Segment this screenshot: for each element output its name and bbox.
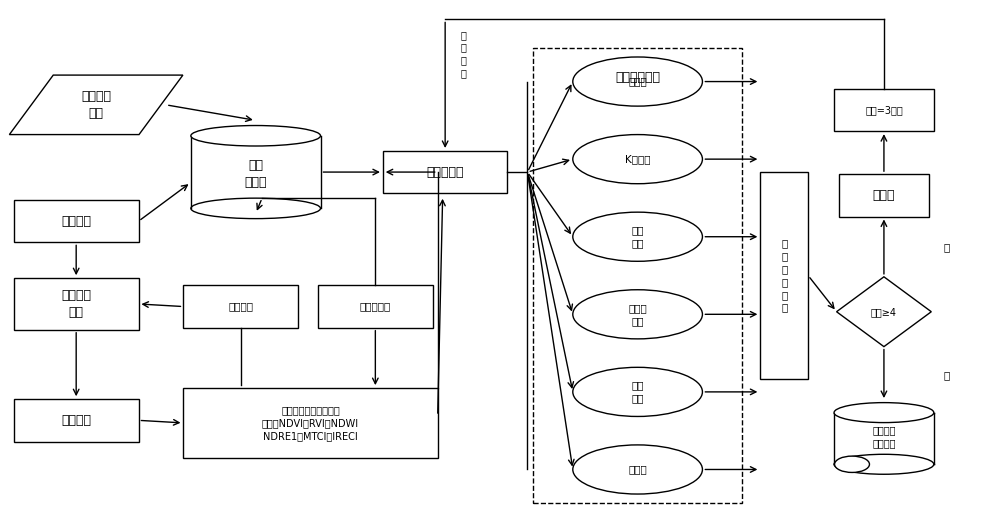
Text: K最邻近: K最邻近 (625, 154, 650, 164)
FancyBboxPatch shape (318, 285, 433, 328)
Text: 地块边界
提取: 地块边界 提取 (61, 289, 91, 319)
FancyBboxPatch shape (183, 388, 438, 458)
FancyBboxPatch shape (760, 172, 808, 379)
Text: 支持向
量机: 支持向 量机 (628, 303, 647, 326)
Text: 输出柑橘
分类结果: 输出柑橘 分类结果 (872, 425, 896, 448)
Text: 地面调查
样本: 地面调查 样本 (81, 90, 111, 120)
Text: 多分类器集成: 多分类器集成 (615, 71, 660, 84)
Polygon shape (837, 277, 931, 347)
Ellipse shape (573, 445, 702, 494)
Text: 纹理与多时序特征计算
纹理、NDVI、RVI、NDWI
NDRE1、MTCI、IRECI: 纹理与多时序特征计算 纹理、NDVI、RVI、NDWI NDRE1、MTCI、I… (262, 405, 359, 441)
Ellipse shape (191, 125, 320, 146)
Ellipse shape (573, 212, 702, 261)
Text: 随机
森林: 随机 森林 (631, 225, 644, 248)
FancyBboxPatch shape (191, 136, 320, 209)
FancyBboxPatch shape (14, 200, 139, 242)
Text: 神经
网络: 神经 网络 (631, 381, 644, 404)
FancyBboxPatch shape (14, 399, 139, 441)
FancyBboxPatch shape (834, 89, 934, 131)
Text: 贝叶斯: 贝叶斯 (628, 464, 647, 474)
Text: 分值=3地块: 分值=3地块 (865, 105, 903, 115)
Ellipse shape (834, 454, 934, 474)
Text: 否: 否 (943, 242, 950, 252)
FancyBboxPatch shape (383, 151, 507, 193)
Text: 决策树: 决策树 (628, 76, 647, 86)
FancyBboxPatch shape (834, 412, 934, 464)
Ellipse shape (573, 290, 702, 339)
Text: 非柑橘: 非柑橘 (873, 189, 895, 202)
Ellipse shape (573, 57, 702, 106)
Text: 二调数据: 二调数据 (228, 302, 253, 311)
Text: 加
权
计
分
评
价: 加 权 计 分 评 价 (781, 239, 787, 313)
FancyBboxPatch shape (183, 285, 298, 328)
Text: 更
新
样
本: 更 新 样 本 (460, 30, 466, 78)
Ellipse shape (835, 456, 869, 473)
Ellipse shape (573, 135, 702, 184)
Text: 中高分影像: 中高分影像 (360, 302, 391, 311)
Text: 分值≥4: 分值≥4 (871, 307, 897, 317)
Ellipse shape (191, 198, 320, 218)
Ellipse shape (834, 402, 934, 423)
Text: 高分影像: 高分影像 (61, 215, 91, 228)
FancyBboxPatch shape (839, 174, 929, 216)
Text: 样本库训练: 样本库训练 (426, 165, 464, 178)
Polygon shape (9, 75, 183, 135)
Text: 地类筛选: 地类筛选 (61, 414, 91, 427)
Ellipse shape (573, 367, 702, 417)
Text: 影像
样本库: 影像 样本库 (244, 159, 267, 189)
FancyBboxPatch shape (14, 278, 139, 330)
Text: 是: 是 (943, 370, 950, 380)
